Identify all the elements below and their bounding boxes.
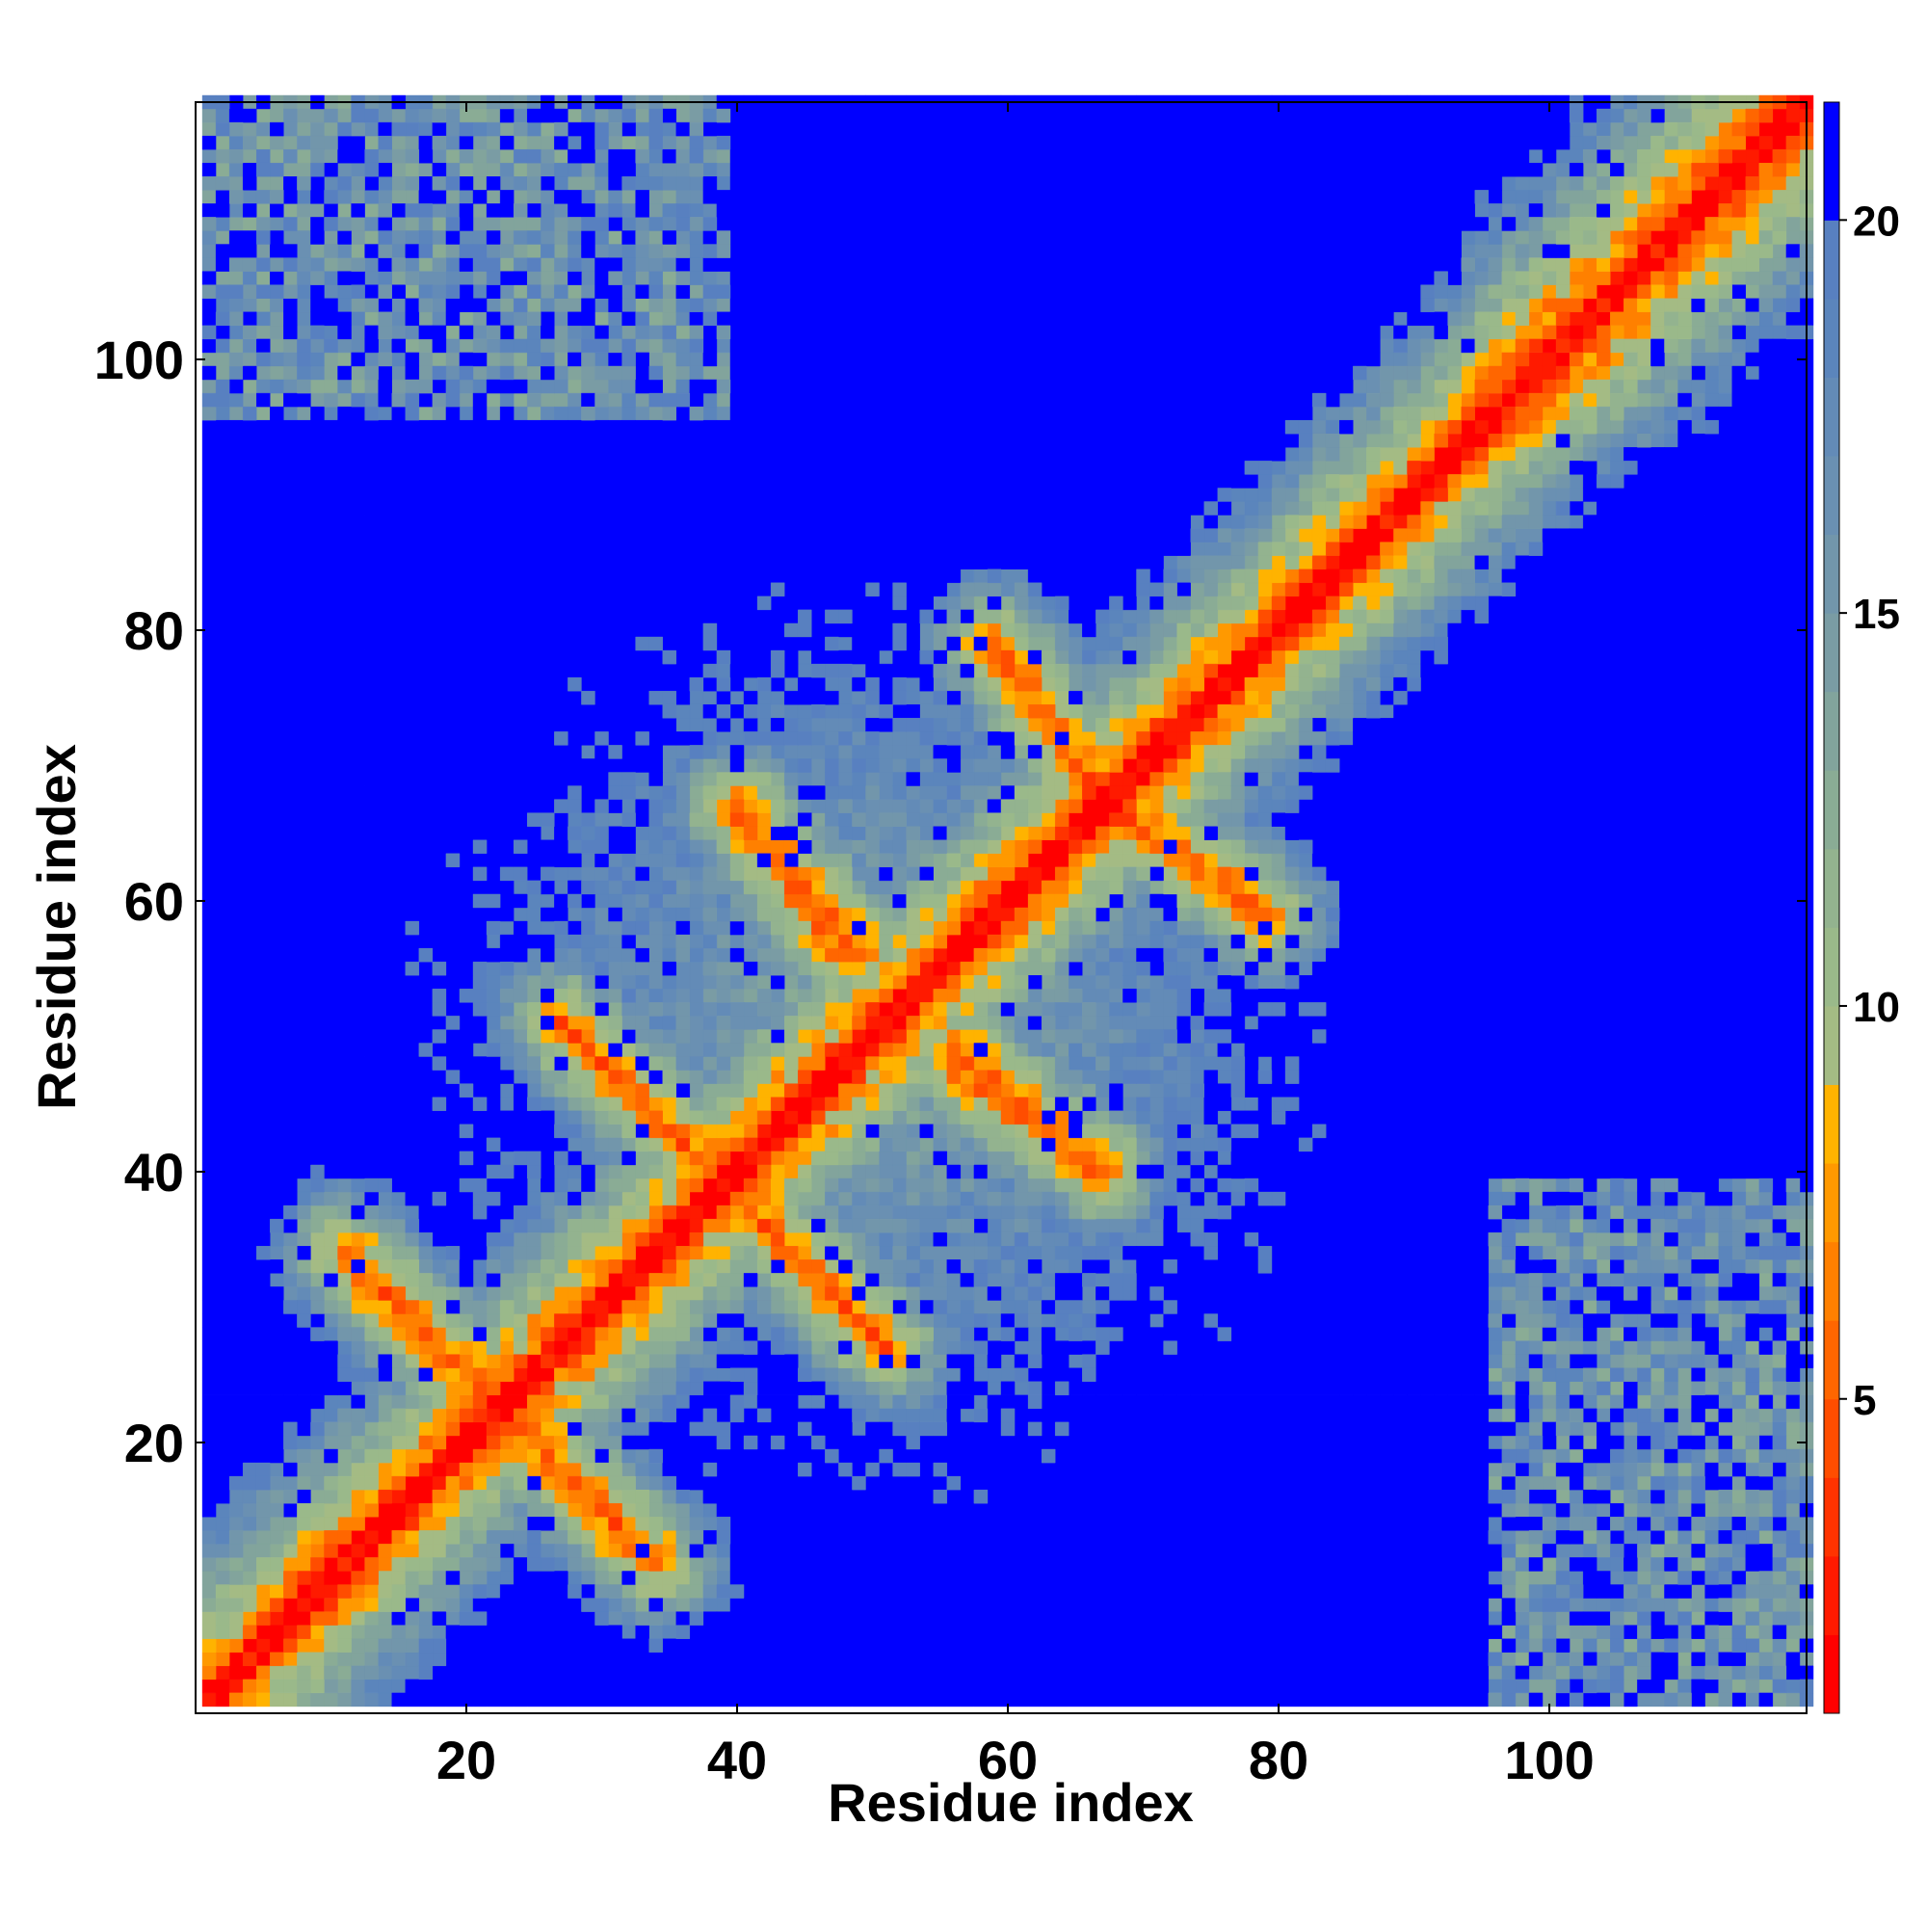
- colorbar-segment-8: [1824, 1005, 1839, 1086]
- colorbar-segment-11: [1824, 770, 1839, 850]
- colorbar-segment-12: [1824, 691, 1839, 771]
- colorbar-segment-17: [1824, 298, 1839, 378]
- colorbar-segment-15: [1824, 456, 1839, 536]
- colorbar-segment-7: [1824, 1084, 1839, 1164]
- colorbar-tick-label-2: 15: [1853, 591, 1900, 638]
- heatmap-cells-bin-12: [201, 94, 1814, 1707]
- colorbar-segment-18: [1824, 220, 1839, 300]
- colorbar-segment-19: [1824, 102, 1839, 221]
- colorbar-segment-16: [1824, 377, 1839, 457]
- colorbar-segment-13: [1824, 613, 1839, 693]
- plot-frame: [195, 101, 1808, 1714]
- heatmap-cells-bin-19: [256, 94, 1814, 1653]
- colorbar-tick-label-1: 10: [1853, 984, 1900, 1031]
- x-tick-label-2: 60: [978, 1730, 1038, 1790]
- x-tick-label-1: 40: [707, 1730, 767, 1790]
- y-axis-label: Residue index: [26, 744, 87, 1110]
- colorbar: 5 10 15 20: [1823, 101, 1900, 1714]
- colorbar-segment-14: [1824, 534, 1839, 614]
- y-tick-label-3: 80: [124, 600, 184, 661]
- colorbar-segment-3: [1824, 1398, 1839, 1478]
- colorbar-tick-label-3: 20: [1853, 198, 1900, 245]
- colorbar-segment-2: [1824, 1477, 1839, 1557]
- heatmap-cells-bin-14: [201, 94, 1814, 1707]
- colorbar-frame: [1823, 101, 1840, 1714]
- y-tick-label-2: 60: [124, 871, 184, 932]
- y-tick-label-4: 100: [94, 330, 184, 390]
- colorbar-segment-1: [1824, 1555, 1839, 1635]
- x-tick-label-4: 100: [1504, 1730, 1594, 1790]
- x-tick-label-0: 20: [436, 1730, 496, 1790]
- y-tick-label-1: 40: [124, 1142, 184, 1203]
- colorbar-segment-10: [1824, 848, 1839, 928]
- y-axis-ticks: 20 40 60 80 100: [94, 330, 1807, 1473]
- heatmap-cells: [201, 94, 1814, 1707]
- x-axis-label: Residue index: [828, 1772, 1194, 1833]
- y-tick-label-0: 20: [124, 1413, 184, 1473]
- heatmap-cells-bin-16: [215, 94, 1814, 1694]
- colorbar-segment-0: [1824, 1634, 1839, 1714]
- colorbar-segment-5: [1824, 1241, 1839, 1321]
- colorbar-segment-9: [1824, 927, 1839, 1007]
- colorbar-segment-4: [1824, 1320, 1839, 1400]
- x-tick-label-3: 80: [1249, 1730, 1308, 1790]
- colorbar-tick-label-0: 5: [1853, 1377, 1876, 1424]
- colorbar-segment-6: [1824, 1163, 1839, 1243]
- x-axis-ticks: 20 40 60 80 100: [436, 102, 1595, 1790]
